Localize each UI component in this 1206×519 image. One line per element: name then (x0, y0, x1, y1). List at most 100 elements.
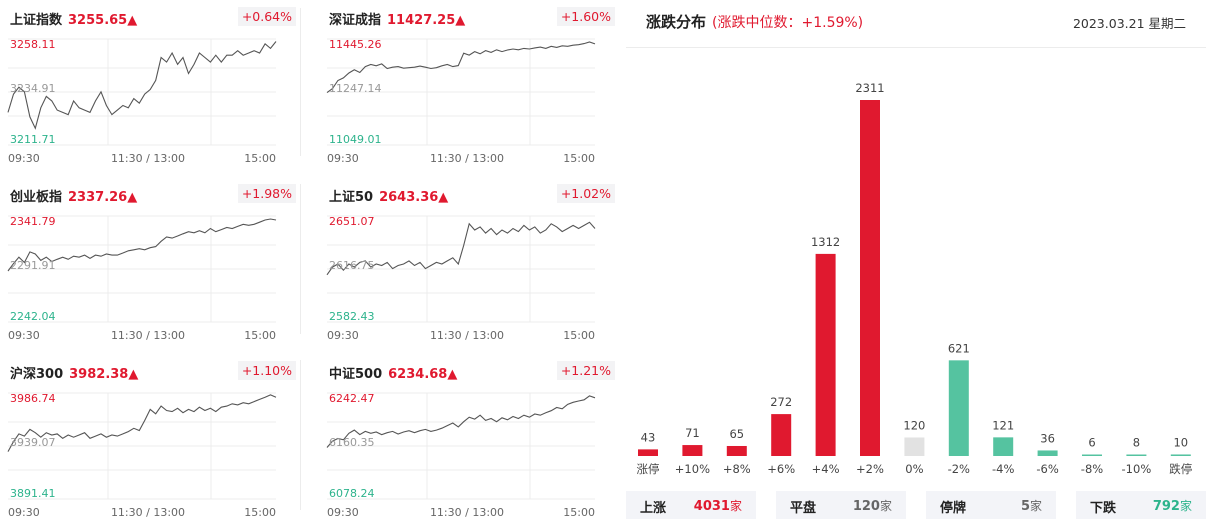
x-tick-label: 09:30 (8, 152, 40, 165)
bar-value-label: 121 (992, 418, 1014, 432)
summary-up-count: 4031 (693, 499, 730, 514)
bar-category-label: +6% (767, 462, 795, 476)
x-tick-label: 09:30 (327, 152, 359, 165)
x-tick-label: 15:00 (244, 506, 276, 519)
column-divider (300, 184, 301, 334)
summary-down: 下跌 792家 (1076, 491, 1206, 519)
x-tick-label: 09:30 (327, 506, 359, 519)
summary-flat-count: 120 (852, 499, 880, 514)
distribution-bar[interactable] (948, 360, 969, 456)
index-name-text: 上证指数 (10, 13, 63, 28)
column-divider (300, 360, 301, 510)
y-label-low: 3211.71 (10, 133, 56, 146)
bar-value-label: 71 (685, 426, 700, 440)
index-change-badge: +1.60% (556, 7, 615, 26)
y-label-mid: 2291.91 (10, 259, 56, 272)
distribution-title: 涨跌分布 (涨跌中位数：+1.59%) (646, 11, 863, 32)
distribution-bar[interactable] (638, 449, 658, 456)
index-price-line (7, 218, 277, 272)
index-name: 中证500 6234.68▲ (329, 363, 457, 382)
index-line-chart: 11445.26 11247.14 11049.01 09:30 11:30 / 13:… (326, 38, 596, 165)
y-label-high: 6242.47 (329, 392, 375, 405)
index-price-line (326, 395, 596, 448)
summary-flat-value: 120家 (853, 497, 892, 514)
bar-category-label: +2% (856, 462, 884, 476)
summary-down-label: 下跌 (1090, 501, 1117, 516)
index-header: 上证指数 3255.65▲ +0.64% (8, 6, 298, 28)
index-name: 沪深300 3982.38▲ (10, 363, 138, 382)
index-line-chart: 6242.47 6160.35 6078.24 09:30 11:30 / 13:00 1… (326, 392, 596, 519)
index-name-text: 创业板指 (10, 190, 63, 205)
bar-value-label: 10 (1173, 435, 1188, 449)
index-name-text: 深证成指 (329, 13, 382, 28)
index-price: 11427.25▲ (387, 13, 466, 28)
x-tick-label: 15:00 (244, 329, 276, 342)
index-line-chart: 3258.11 3234.91 3211.71 09:30 11:30 / 13:00 1… (7, 38, 277, 165)
y-label-low: 6078.24 (329, 487, 375, 500)
bar-value-label: 65 (729, 427, 744, 441)
bar-category-label: -10% (1122, 462, 1152, 476)
summary-flat-unit: 家 (879, 499, 892, 513)
summary-halt-unit: 家 (1029, 499, 1042, 513)
index-price: 3982.38▲ (69, 367, 139, 382)
summary-halt-count: 5 (1020, 499, 1030, 514)
bar-value-label: 120 (903, 419, 925, 433)
column-divider (300, 8, 301, 156)
distribution-bar[interactable] (904, 437, 925, 456)
y-label-high: 11445.26 (329, 38, 382, 51)
index-header: 上证50 2643.36▲ +1.02% (327, 183, 617, 205)
bar-category-label: 跌停 (1169, 462, 1192, 476)
index-header: 深证成指 11427.25▲ +1.60% (327, 6, 617, 28)
index-price-line (326, 41, 596, 94)
index-name-text: 沪深300 (10, 367, 64, 382)
bar-category-label: -2% (948, 462, 970, 476)
index-card[interactable]: 沪深300 3982.38▲ +1.10% 3986.74 3939.07 3891.41… (7, 360, 298, 519)
y-label-mid: 2616.75 (329, 259, 375, 272)
bar-category-label: -8% (1081, 462, 1103, 476)
summary-down-value: 792家 (1153, 497, 1192, 514)
y-label-mid: 6160.35 (329, 436, 375, 449)
index-card[interactable]: 深证成指 11427.25▲ +1.60% 11445.26 11247.14 11049… (326, 6, 617, 178)
distribution-bar[interactable] (682, 445, 703, 456)
distribution-bar[interactable] (1126, 454, 1147, 457)
x-tick-label: 15:00 (563, 506, 595, 519)
y-label-mid: 3939.07 (10, 436, 56, 449)
y-label-low: 11049.01 (329, 133, 382, 146)
distribution-bar[interactable] (860, 100, 880, 456)
bar-category-label: -6% (1036, 462, 1058, 476)
bar-value-label: 1312 (811, 235, 840, 249)
bar-value-label: 272 (770, 395, 792, 409)
index-card[interactable]: 创业板指 2337.26▲ +1.98% 2341.79 2291.91 2242.04 0… (7, 183, 298, 355)
index-header: 沪深300 3982.38▲ +1.10% (8, 360, 298, 382)
x-tick-label: 09:30 (8, 329, 40, 342)
summary-down-unit: 家 (1179, 499, 1192, 513)
distribution-bar[interactable] (771, 414, 792, 456)
x-tick-label: 11:30 / 13:00 (430, 506, 504, 519)
x-tick-label: 09:30 (327, 329, 359, 342)
bar-category-label: +10% (675, 462, 710, 476)
index-card[interactable]: 上证指数 3255.65▲ +0.64% 3258.11 3234.91 3211.71 0… (7, 6, 298, 178)
summary-up-unit: 家 (729, 499, 742, 513)
index-header: 中证500 6234.68▲ +1.21% (327, 360, 617, 382)
index-card[interactable]: 中证500 6234.68▲ +1.21% 6242.47 6160.35 6078.24… (326, 360, 617, 519)
index-name: 上证50 2643.36▲ (329, 186, 448, 205)
bar-value-label: 2311 (855, 81, 884, 95)
distribution-bar[interactable] (1170, 454, 1191, 456)
index-change-badge: +1.98% (237, 184, 296, 203)
distribution-date: 2023.03.21 星期二 (1072, 16, 1186, 31)
index-price: 6234.68▲ (388, 367, 458, 382)
index-price: 2337.26▲ (68, 190, 138, 205)
distribution-bar[interactable] (1037, 450, 1058, 456)
distribution-bar[interactable] (993, 437, 1014, 456)
index-change-badge: +0.64% (237, 7, 296, 26)
bar-category-label: +8% (723, 462, 751, 476)
distribution-bar[interactable] (726, 445, 747, 456)
y-label-mid: 11247.14 (329, 82, 382, 95)
distribution-bar[interactable] (1082, 454, 1102, 457)
bar-value-label: 621 (948, 341, 970, 355)
y-label-mid: 3234.91 (10, 82, 56, 95)
index-card[interactable]: 上证50 2643.36▲ +1.02% 2651.07 2616.75 2582.43 0… (326, 183, 617, 355)
distribution-bar[interactable] (815, 253, 836, 456)
x-tick-label: 11:30 / 13:00 (430, 329, 504, 342)
index-change-badge: +1.10% (237, 361, 296, 380)
